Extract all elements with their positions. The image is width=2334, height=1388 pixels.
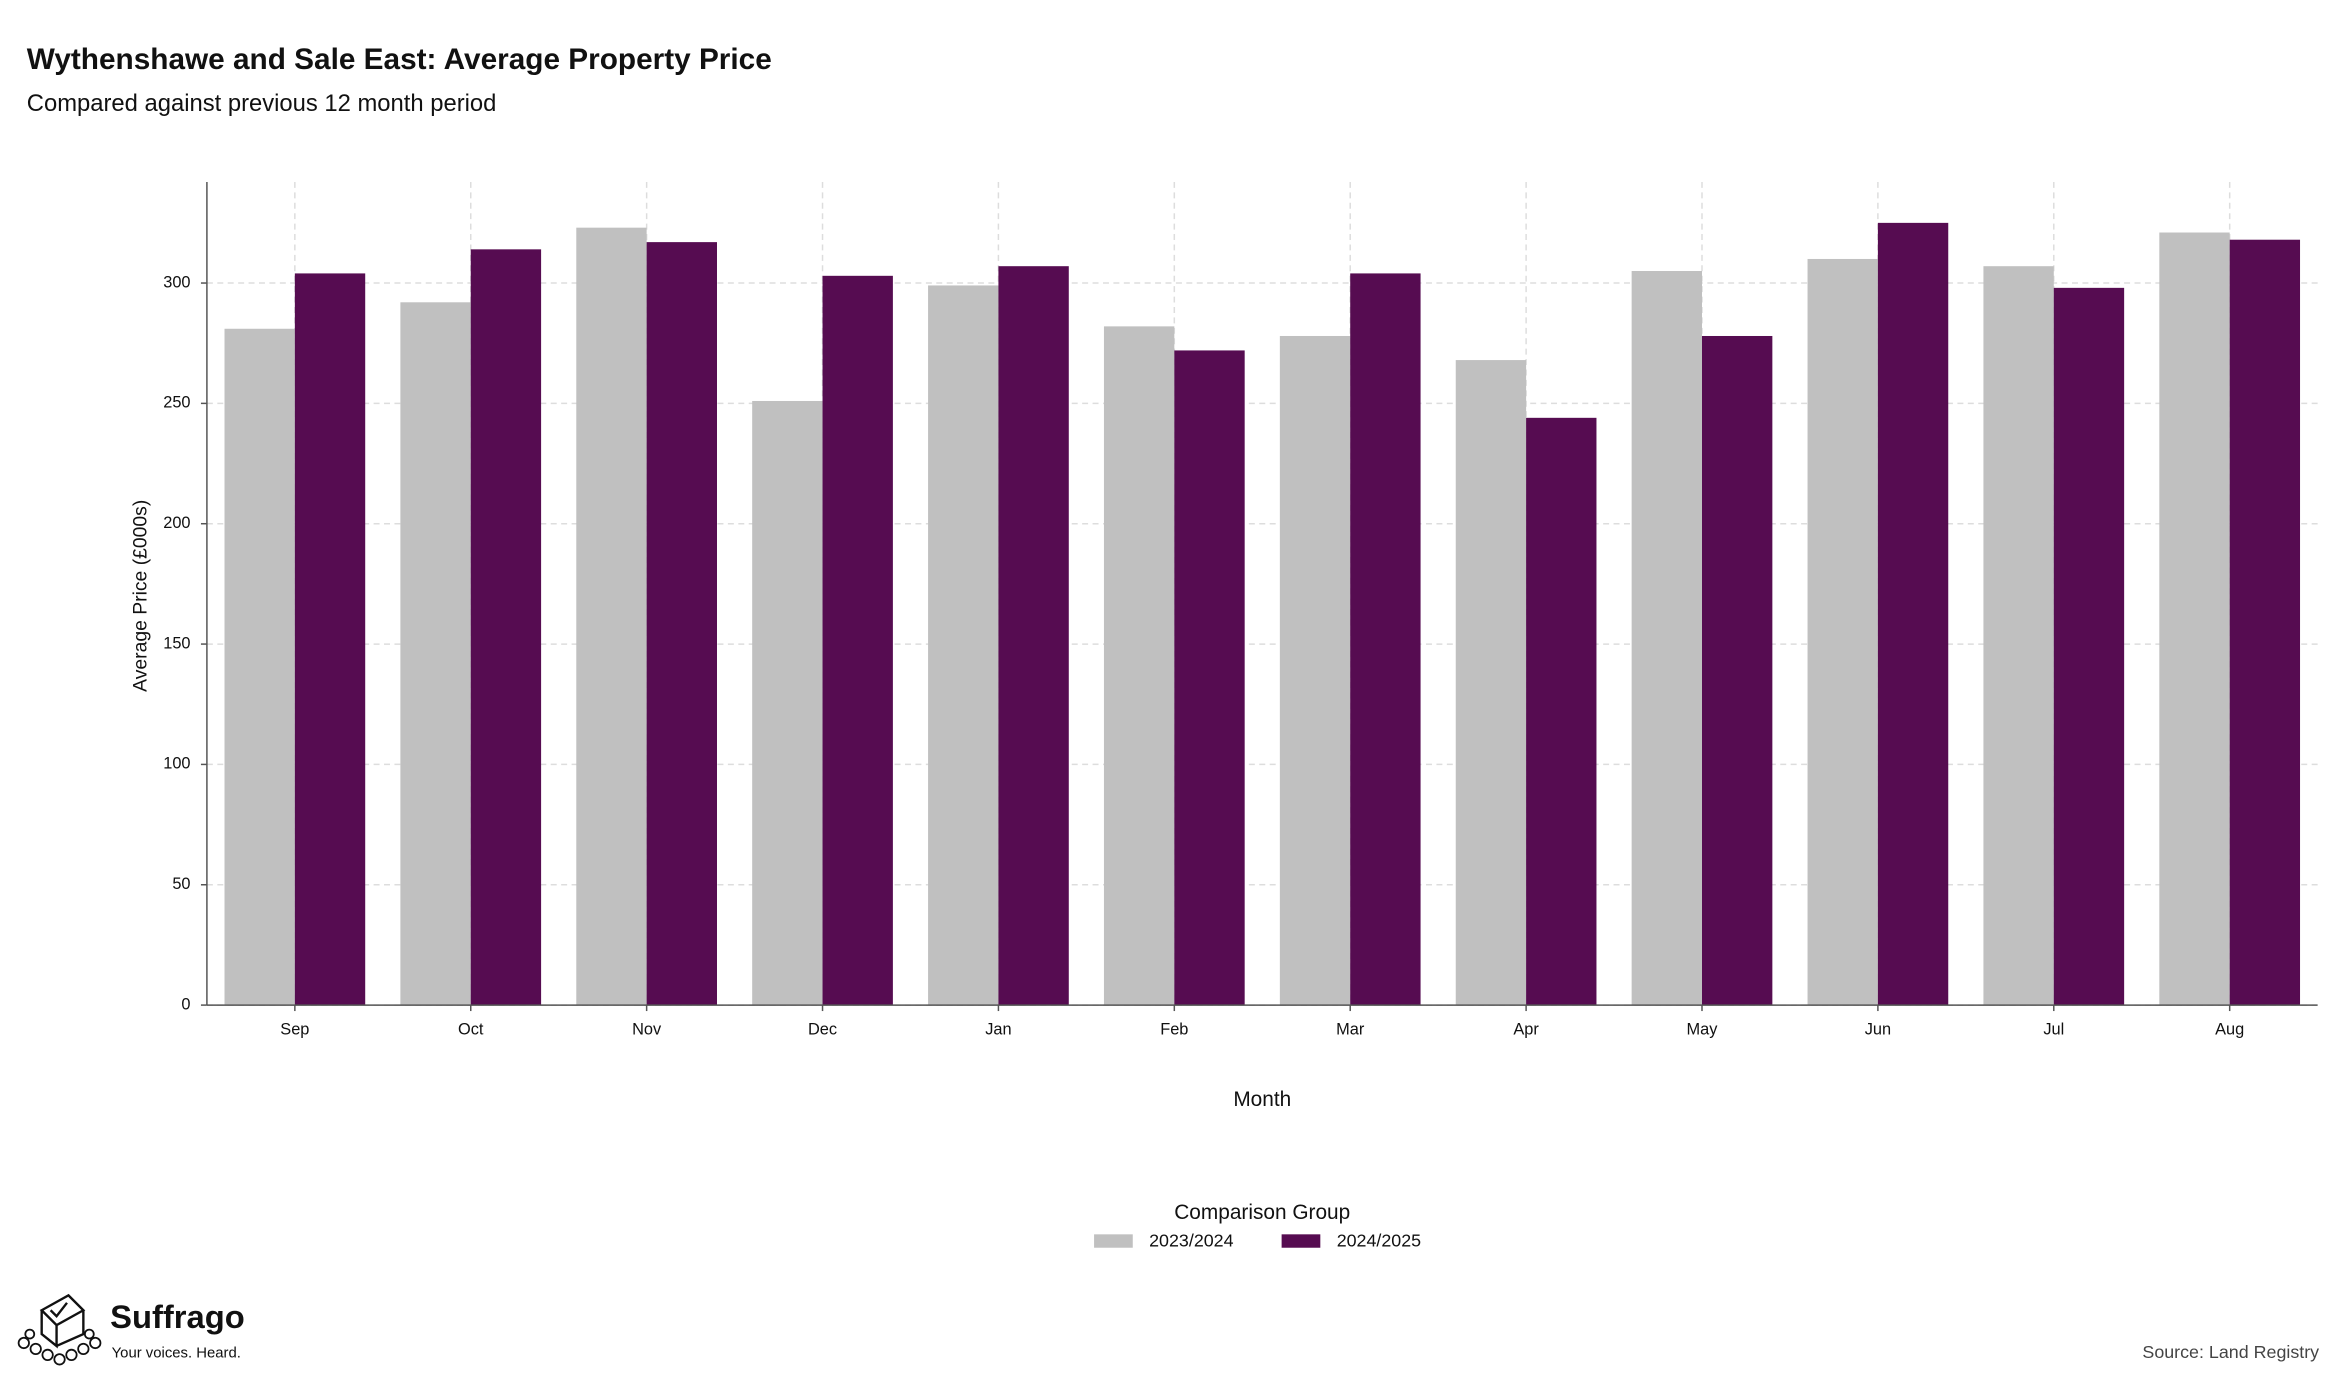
legend-label: 2024/2025 [1337, 1230, 1421, 1250]
legend-swatch [1281, 1234, 1321, 1248]
x-tick-label: Apr [1513, 1021, 1539, 1039]
bar [1983, 266, 2054, 1006]
y-tick-label: 0 [181, 995, 190, 1013]
x-tick-label: Jun [1865, 1021, 1891, 1039]
y-tick-label: 250 [163, 394, 190, 412]
x-tick-label: Jul [2043, 1021, 2064, 1039]
x-axis-label: Month [1233, 1088, 1291, 1111]
bar [1174, 350, 1245, 1006]
bar [1877, 222, 1949, 1006]
bar [928, 285, 999, 1006]
chart-subtitle: Compared against previous 12 month perio… [27, 90, 497, 117]
chart-title: Wythenshawe and Sale East: Average Prope… [27, 43, 772, 76]
x-tick-label: Sep [280, 1021, 309, 1039]
logo: Suffrago Your voices. Heard. [17, 1293, 245, 1366]
bar [1103, 326, 1175, 1006]
legend-label: 2023/2024 [1149, 1230, 1233, 1250]
bar [1807, 258, 1878, 1006]
bar [2159, 232, 2230, 1006]
logo-check [49, 1302, 68, 1318]
y-tick-label: 200 [163, 514, 190, 532]
y-tick-label: 100 [163, 755, 190, 773]
x-tick-label: Dec [808, 1021, 837, 1039]
bar [646, 242, 717, 1006]
brand-tagline: Your voices. Heard. [112, 1345, 241, 1361]
x-tick-label: Aug [2215, 1021, 2244, 1039]
bar [1526, 417, 1597, 1006]
bar [470, 249, 542, 1006]
y-tick-label: 150 [163, 634, 190, 652]
bar [1279, 335, 1351, 1006]
bar [400, 302, 471, 1006]
x-tick-label: Oct [458, 1021, 484, 1039]
x-tick-label: Jan [985, 1021, 1011, 1039]
y-axis-label: Average Price (£000s) [130, 500, 152, 692]
x-tick-label: May [1687, 1021, 1719, 1039]
bar [998, 266, 1069, 1006]
legend-title: Comparison Group [1174, 1201, 1350, 1224]
x-tick-label: Nov [632, 1021, 662, 1039]
x-tick-label: Feb [1160, 1021, 1188, 1039]
x-tick-label: Mar [1336, 1021, 1365, 1039]
bar [224, 328, 295, 1006]
bar [2229, 239, 2301, 1006]
bar [1350, 273, 1421, 1006]
brand-name: Suffrago [110, 1298, 245, 1335]
bar [1455, 360, 1527, 1006]
y-tick-label: 300 [163, 273, 190, 291]
bar [1701, 335, 1773, 1006]
logo-box [39, 1293, 86, 1349]
bar [822, 275, 893, 1006]
bar [294, 273, 366, 1006]
source: Source: Land Registry [2142, 1342, 2319, 1362]
y-tick-label: 50 [172, 875, 190, 893]
bar [752, 400, 823, 1006]
bar [576, 227, 647, 1006]
logo-people [17, 1328, 102, 1366]
legend-swatch [1094, 1234, 1133, 1248]
bar [2053, 287, 2125, 1006]
bar [1631, 271, 1702, 1006]
